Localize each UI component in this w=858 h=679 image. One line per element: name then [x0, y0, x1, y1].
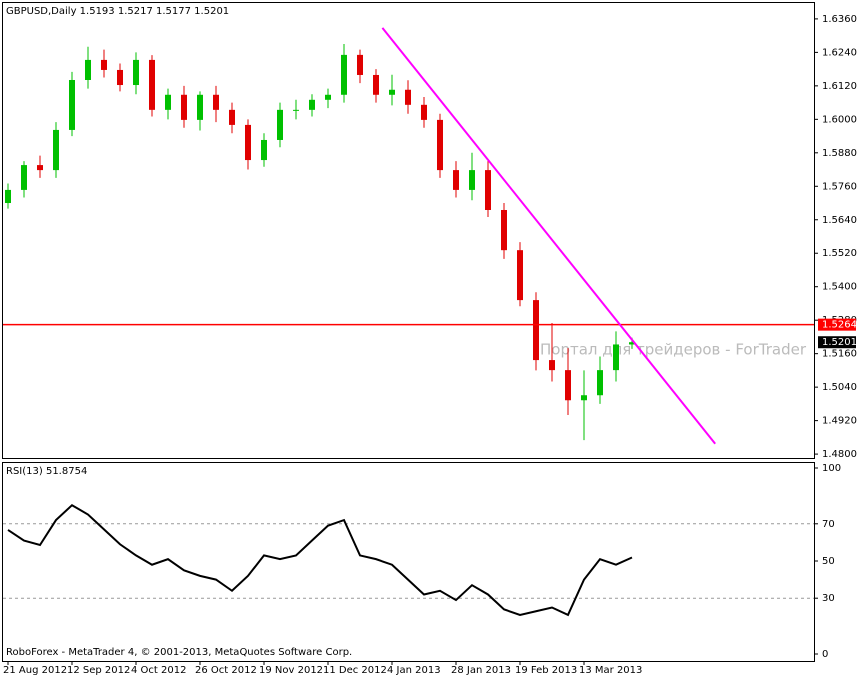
candle-body: [325, 94, 331, 100]
x-tick-label: 4 Jan 2013: [387, 665, 441, 676]
candle-body: [309, 99, 315, 110]
y-tick-label: 1.5160: [822, 349, 857, 360]
rsi-line: [7, 503, 633, 617]
x-tick-label: 26 Oct 2012: [195, 665, 257, 676]
candle-body: [533, 300, 539, 361]
candle-body: [565, 370, 571, 401]
candle-body: [453, 170, 459, 190]
candle-body: [613, 344, 619, 371]
candle-body: [117, 69, 123, 86]
candle-body: [261, 139, 267, 161]
y-tick-label: 70: [822, 519, 835, 530]
footer: RoboForex - MetaTrader 4, © 2001-2013, M…: [6, 647, 352, 658]
candle-body: [405, 89, 411, 105]
y-tick-label: 1.5760: [822, 181, 857, 192]
candle-body: [373, 74, 379, 95]
candle-body: [245, 124, 251, 161]
x-tick-label: 21 Aug 2012: [3, 665, 67, 676]
rsi-panel: [2, 462, 815, 662]
candle-body: [37, 165, 43, 171]
y-tick-label: 1.4920: [822, 416, 857, 427]
y-tick-label: 1.6240: [822, 47, 857, 58]
candle-body: [53, 129, 59, 171]
candle-body: [197, 94, 203, 120]
y-tick-label: 30: [822, 593, 835, 604]
y-tick-label: 1.4800: [822, 449, 857, 460]
y-tick-label: 1.5040: [822, 382, 857, 393]
candle-body: [293, 109, 299, 111]
y-tick-label: 50: [822, 556, 835, 567]
rsi-title: RSI(13) 51.8754: [6, 466, 87, 477]
candle-body: [501, 209, 507, 251]
candle-body: [597, 370, 603, 396]
x-tick-label: 12 Sep 2012: [67, 665, 130, 676]
candle-body: [133, 59, 139, 86]
y-tick-label: 1.6360: [822, 14, 857, 25]
y-tick-label: 1.5400: [822, 282, 857, 293]
x-tick-label: 13 Mar 2013: [579, 665, 642, 676]
y-tick-label: 1.6120: [822, 81, 857, 92]
y-tick-label: 1.5880: [822, 148, 857, 159]
watermark: Портал для трейдеров - ForTrader: [540, 341, 807, 359]
candle-body: [517, 250, 523, 301]
x-tick-label: 19 Feb 2013: [515, 665, 577, 676]
y-tick-label: 0: [822, 649, 828, 660]
x-tick-label: 4 Oct 2012: [131, 665, 186, 676]
candle-body: [357, 54, 363, 75]
y-tick-label: 1.5640: [822, 215, 857, 226]
x-tick-label: 19 Nov 2012: [259, 665, 323, 676]
chart-title: GBPUSD,Daily 1.5193 1.5217 1.5177 1.5201: [6, 6, 229, 17]
candle-body: [485, 170, 491, 210]
candle-body: [389, 89, 395, 95]
candle-body: [5, 189, 11, 204]
y-tick-label: 1.5520: [822, 248, 857, 259]
candle-body: [181, 94, 187, 120]
trendline: [381, 27, 716, 445]
last-price-box: [818, 336, 856, 349]
candle-body: [101, 59, 107, 70]
candle-body: [69, 79, 75, 130]
candle-body: [229, 109, 235, 125]
candle-body: [165, 94, 171, 110]
candle-body: [149, 59, 155, 110]
candle-body: [549, 360, 555, 371]
candle-body: [629, 342, 635, 345]
candle-body: [437, 119, 443, 171]
y-tick-label: 100: [822, 463, 841, 474]
candle-body: [469, 170, 475, 190]
candle-body: [277, 109, 283, 140]
candle-body: [421, 104, 427, 120]
x-tick-label: 28 Jan 2013: [451, 665, 511, 676]
price-panel: [2, 2, 815, 459]
y-tick-label: 1.6000: [822, 114, 857, 125]
candle-body: [85, 59, 91, 80]
candle-body: [21, 165, 27, 190]
price-label-box: [818, 318, 856, 331]
x-tick-label: 11 Dec 2012: [323, 665, 387, 676]
candle-body: [341, 54, 347, 95]
price-label: 1.5264: [822, 320, 857, 331]
candle-body: [213, 94, 219, 110]
candle-body: [581, 395, 587, 401]
last-price-label: 1.5201: [822, 337, 857, 348]
